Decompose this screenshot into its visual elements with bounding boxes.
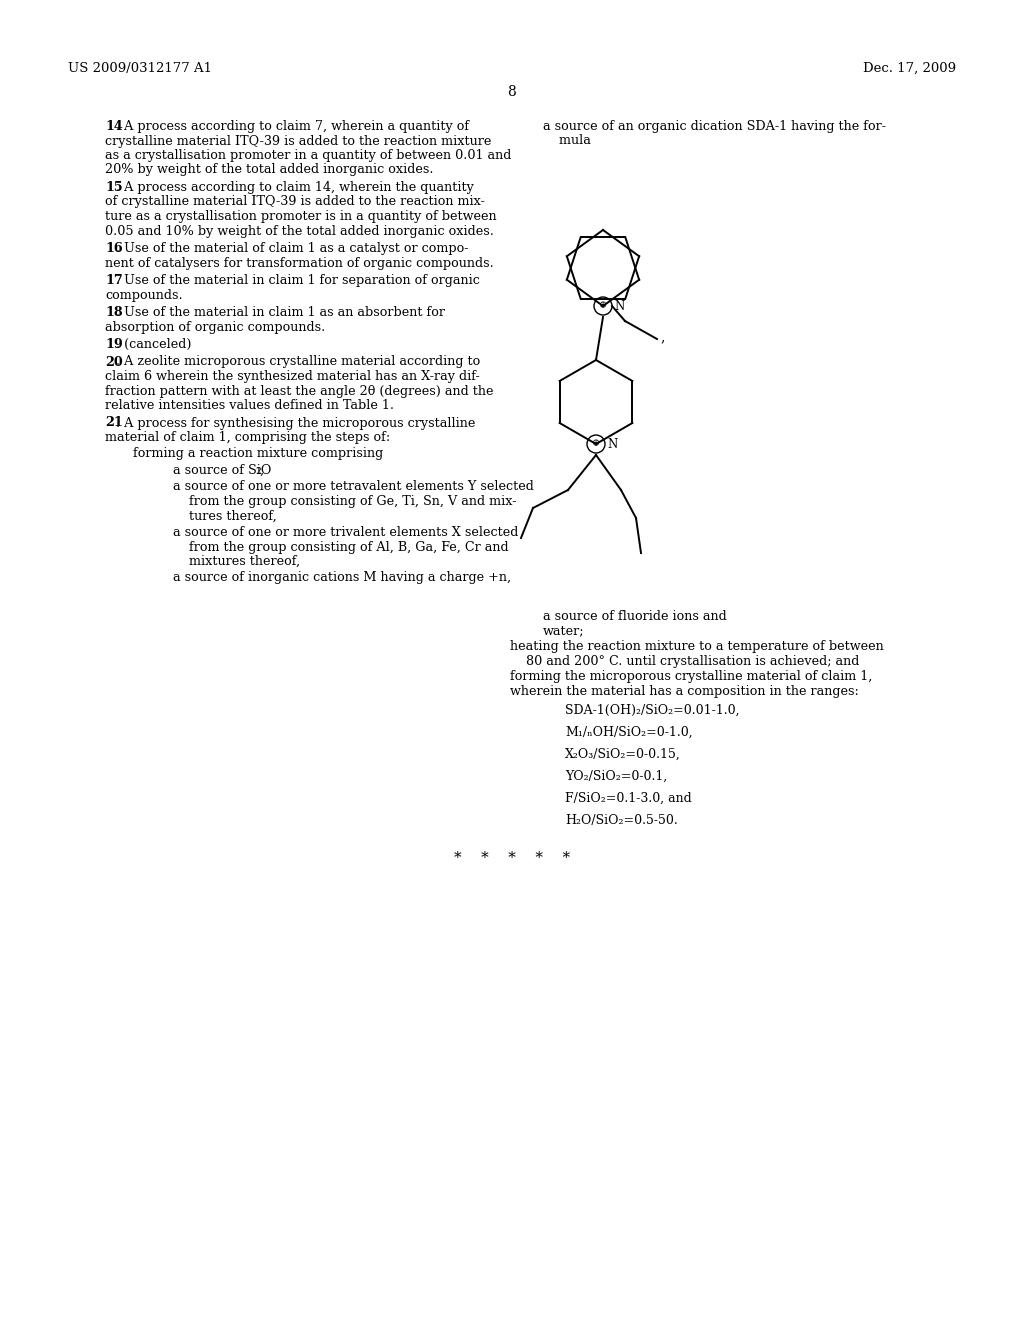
Text: 20: 20 [105, 355, 123, 368]
Text: tures thereof,: tures thereof, [173, 510, 276, 523]
Text: material of claim 1, comprising the steps of:: material of claim 1, comprising the step… [105, 432, 390, 444]
Text: compounds.: compounds. [105, 289, 182, 301]
Text: . Use of the material in claim 1 for separation of organic: . Use of the material in claim 1 for sep… [117, 275, 480, 286]
Text: ture as a crystallisation promoter is in a quantity of between: ture as a crystallisation promoter is in… [105, 210, 497, 223]
Text: . (canceled): . (canceled) [117, 338, 191, 351]
Text: X₂O₃/SiO₂=0-0.15,: X₂O₃/SiO₂=0-0.15, [565, 748, 681, 762]
Text: mixtures thereof,: mixtures thereof, [173, 554, 300, 568]
Text: US 2009/0312177 A1: US 2009/0312177 A1 [68, 62, 212, 75]
Text: . Use of the material of claim 1 as a catalyst or compo-: . Use of the material of claim 1 as a ca… [117, 242, 469, 255]
Text: a source of an organic dication SDA-1 having the for-: a source of an organic dication SDA-1 ha… [543, 120, 886, 133]
Text: 17: 17 [105, 275, 123, 286]
Text: N: N [607, 438, 617, 451]
Text: 14: 14 [105, 120, 123, 133]
Text: . Use of the material in claim 1 as an absorbent for: . Use of the material in claim 1 as an a… [117, 306, 445, 319]
Text: 0.05 and 10% by weight of the total added inorganic oxides.: 0.05 and 10% by weight of the total adde… [105, 224, 494, 238]
Text: ,: , [660, 330, 665, 345]
Text: wherein the material has a composition in the ranges:: wherein the material has a composition i… [510, 685, 859, 697]
Text: ⊕: ⊕ [599, 301, 607, 310]
Text: 8: 8 [508, 84, 516, 99]
Text: ,: , [260, 465, 264, 477]
Text: relative intensities values defined in Table 1.: relative intensities values defined in T… [105, 399, 394, 412]
Text: SDA-1(OH)₂/SiO₂=0.01-1.0,: SDA-1(OH)₂/SiO₂=0.01-1.0, [565, 704, 739, 717]
Text: as a crystallisation promoter in a quantity of between 0.01 and: as a crystallisation promoter in a quant… [105, 149, 511, 162]
Text: M₁/ₙOH/SiO₂=0-1.0,: M₁/ₙOH/SiO₂=0-1.0, [565, 726, 692, 739]
Text: 19: 19 [105, 338, 123, 351]
Text: fraction pattern with at least the angle 2θ (degrees) and the: fraction pattern with at least the angle… [105, 384, 494, 397]
Text: 80 and 200° C. until crystallisation is achieved; and: 80 and 200° C. until crystallisation is … [510, 655, 859, 668]
Text: 20% by weight of the total added inorganic oxides.: 20% by weight of the total added inorgan… [105, 164, 433, 177]
Text: a source of SiO: a source of SiO [173, 465, 271, 477]
Text: . A process according to claim 14, wherein the quantity: . A process according to claim 14, where… [117, 181, 474, 194]
Text: of crystalline material ITQ-39 is added to the reaction mix-: of crystalline material ITQ-39 is added … [105, 195, 485, 209]
Text: mula: mula [543, 135, 591, 148]
Text: . A process for synthesising the microporous crystalline: . A process for synthesising the micropo… [117, 417, 476, 429]
Text: absorption of organic compounds.: absorption of organic compounds. [105, 321, 326, 334]
Text: . A zeolite microporous crystalline material according to: . A zeolite microporous crystalline mate… [117, 355, 480, 368]
Text: 21: 21 [105, 417, 123, 429]
Text: YO₂/SiO₂=0-0.1,: YO₂/SiO₂=0-0.1, [565, 770, 668, 783]
Text: . A process according to claim 7, wherein a quantity of: . A process according to claim 7, wherei… [117, 120, 470, 133]
Text: nent of catalysers for transformation of organic compounds.: nent of catalysers for transformation of… [105, 256, 494, 269]
Text: 16: 16 [105, 242, 123, 255]
Text: F/SiO₂=0.1-3.0, and: F/SiO₂=0.1-3.0, and [565, 792, 692, 805]
Text: water;: water; [543, 624, 585, 638]
Text: forming the microporous crystalline material of claim 1,: forming the microporous crystalline mate… [510, 671, 872, 682]
Text: a source of inorganic cations M having a charge +n,: a source of inorganic cations M having a… [173, 572, 511, 585]
Text: a source of one or more trivalent elements X selected: a source of one or more trivalent elemen… [173, 525, 518, 539]
Text: H₂O/SiO₂=0.5-50.: H₂O/SiO₂=0.5-50. [565, 814, 678, 828]
Text: from the group consisting of Ge, Ti, Sn, V and mix-: from the group consisting of Ge, Ti, Sn,… [173, 495, 516, 508]
Text: from the group consisting of Al, B, Ga, Fe, Cr and: from the group consisting of Al, B, Ga, … [173, 540, 509, 553]
Text: forming a reaction mixture comprising: forming a reaction mixture comprising [133, 447, 383, 461]
Text: crystalline material ITQ-39 is added to the reaction mixture: crystalline material ITQ-39 is added to … [105, 135, 492, 148]
Text: claim 6 wherein the synthesized material has an X-ray dif-: claim 6 wherein the synthesized material… [105, 370, 480, 383]
Text: ⊕: ⊕ [592, 440, 600, 449]
Text: 2: 2 [256, 467, 262, 477]
Text: a source of fluoride ions and: a source of fluoride ions and [543, 610, 727, 623]
Text: 18: 18 [105, 306, 123, 319]
Text: N: N [614, 301, 625, 314]
Text: heating the reaction mixture to a temperature of between: heating the reaction mixture to a temper… [510, 640, 884, 653]
Text: a source of one or more tetravalent elements Y selected: a source of one or more tetravalent elem… [173, 480, 534, 494]
Text: *    *    *    *    *: * * * * * [454, 851, 570, 865]
Text: 15: 15 [105, 181, 123, 194]
Text: Dec. 17, 2009: Dec. 17, 2009 [863, 62, 956, 75]
